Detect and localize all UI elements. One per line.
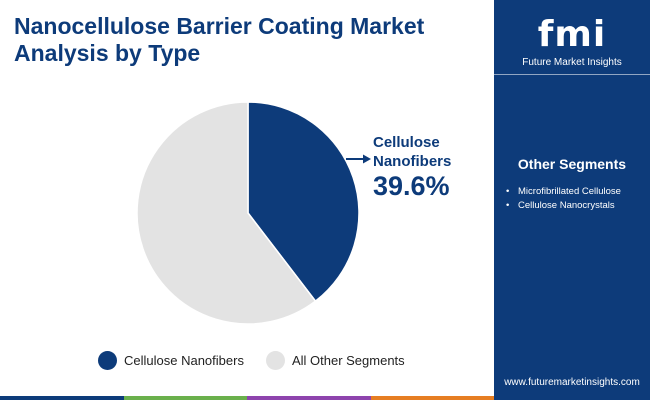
bottom-bar-segment xyxy=(370,396,494,400)
page-title: Nanocellulose Barrier Coating Market Ana… xyxy=(14,13,484,67)
legend-item-cellulose-nanofibers: Cellulose Nanofibers xyxy=(98,350,244,370)
side-panel: fmi Future Market Insights Other Segment… xyxy=(494,0,650,400)
pie-slice-all-other-segments xyxy=(136,101,317,325)
other-segments-list: Microfibrillated Cellulose Cellulose Nan… xyxy=(504,185,644,213)
website-link[interactable]: www.futuremarketinsights.com xyxy=(504,377,640,388)
bottom-bar-segment xyxy=(247,396,371,400)
legend-label: All Other Segments xyxy=(291,352,405,368)
other-segments-title: Other Segments xyxy=(517,156,627,172)
list-item: Microfibrillated Cellulose xyxy=(504,185,644,199)
divider xyxy=(494,74,650,75)
legend-item-all-other-segments: All Other Segments xyxy=(265,350,405,370)
callout-value: 39.6% xyxy=(373,171,450,201)
title-line-2: Analysis by Type xyxy=(14,40,201,66)
legend-label: Cellulose Nanofibers xyxy=(124,352,244,368)
pie-chart xyxy=(136,101,371,325)
logo-text: fmi xyxy=(537,14,607,55)
list-item: Cellulose Nanocrystals xyxy=(504,199,644,213)
legend-swatch xyxy=(98,350,117,370)
callout-arrow-icon xyxy=(363,154,371,164)
legend: Cellulose Nanofibers All Other Segments xyxy=(98,350,427,370)
legend-swatch xyxy=(265,350,285,370)
bottom-color-bar xyxy=(0,396,494,400)
fmi-logo-icon: fmi Future Market Insights xyxy=(494,0,650,74)
title-line-1: Nanocellulose Barrier Coating Market xyxy=(14,13,425,39)
callout-label: Cellulose Nanofibers xyxy=(373,134,452,170)
pie-slice-cellulose-nanofibers xyxy=(247,101,360,303)
bottom-bar-segment xyxy=(0,396,124,400)
bottom-bar-segment xyxy=(123,396,247,400)
logo-subtitle: Future Market Insights xyxy=(522,57,622,68)
